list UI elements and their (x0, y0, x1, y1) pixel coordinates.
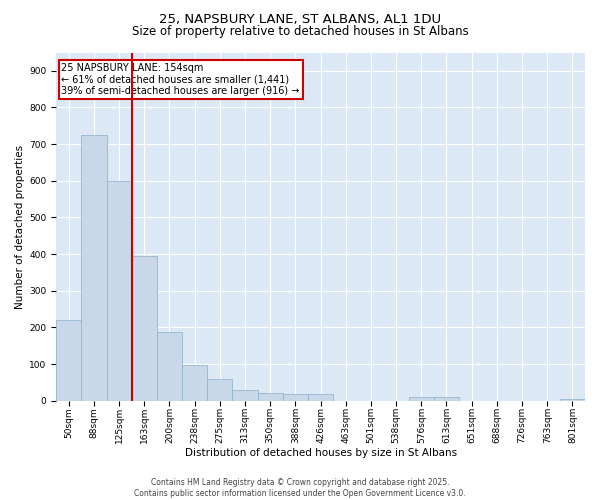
Bar (283, 394, 308, 400)
Bar (56, 320, 82, 400)
Text: Contains HM Land Registry data © Crown copyright and database right 2025.
Contai: Contains HM Land Registry data © Crown c… (134, 478, 466, 498)
Bar (560, 399, 585, 400)
Bar (82, 135, 107, 400)
Bar (157, 332, 182, 400)
Bar (409, 397, 434, 400)
Y-axis label: Number of detached properties: Number of detached properties (15, 144, 25, 308)
X-axis label: Distribution of detached houses by size in St Albans: Distribution of detached houses by size … (185, 448, 457, 458)
Bar (308, 394, 333, 400)
Bar (207, 380, 232, 400)
Bar (131, 256, 157, 400)
Text: 25, NAPSBURY LANE, ST ALBANS, AL1 1DU: 25, NAPSBURY LANE, ST ALBANS, AL1 1DU (159, 12, 441, 26)
Text: 25 NAPSBURY LANE: 154sqm
← 61% of detached houses are smaller (1,441)
39% of sem: 25 NAPSBURY LANE: 154sqm ← 61% of detach… (61, 63, 300, 96)
Bar (232, 390, 257, 400)
Bar (107, 181, 131, 400)
Text: Size of property relative to detached houses in St Albans: Size of property relative to detached ho… (131, 25, 469, 38)
Bar (434, 397, 459, 400)
Bar (182, 365, 207, 400)
Bar (257, 394, 283, 400)
